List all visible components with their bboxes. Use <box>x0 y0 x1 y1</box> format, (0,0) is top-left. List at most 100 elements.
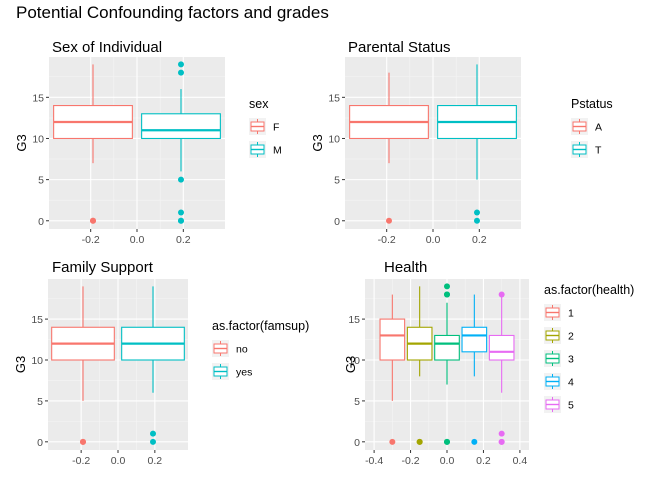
y-axis-label: G3 <box>14 134 29 151</box>
outlier-point <box>178 217 184 224</box>
outlier-point <box>178 61 184 68</box>
legend-entry-label: no <box>236 344 248 356</box>
panel-title: Family Support <box>52 259 154 276</box>
box-1 <box>379 294 406 445</box>
legend: Pstatus AT <box>571 97 613 158</box>
legend-entry-label: 4 <box>568 377 574 389</box>
y-tick-label: 0 <box>354 437 360 449</box>
x-tick-label: -0.2 <box>82 234 100 246</box>
box-iqr <box>379 318 406 361</box>
y-tick-label: 15 <box>328 92 340 104</box>
box-iqr <box>434 334 460 361</box>
y-tick-label: 10 <box>348 355 360 367</box>
outlier-point <box>150 430 156 437</box>
y-tick-label: 5 <box>37 396 43 408</box>
legend: as.factor(health) 1 2 3 4 5 <box>544 283 634 413</box>
y-tick-label: 10 <box>328 133 340 145</box>
x-tick-label: -0.2 <box>72 455 90 467</box>
x-tick-label: -0.2 <box>402 455 420 467</box>
box-iqr <box>141 113 221 140</box>
legend-entry-label: A <box>595 122 602 134</box>
legend: sex FM <box>249 97 282 158</box>
x-tick-label: 0.0 <box>130 234 145 246</box>
y-tick-label: 0 <box>38 216 44 228</box>
x-tick-label: 0.0 <box>440 455 455 467</box>
y-axis-label: G3 <box>343 356 358 373</box>
y-tick-label: 15 <box>32 92 44 104</box>
legend-title: as.factor(famsup) <box>212 319 309 333</box>
outlier-point <box>178 209 184 216</box>
x-tick-label: 0.2 <box>148 455 163 467</box>
legend-entry-label: 1 <box>568 308 574 320</box>
box-4 <box>461 294 488 445</box>
panel-title: Parental Status <box>348 39 451 56</box>
legend-entry-label: 5 <box>568 400 574 412</box>
outlier-point <box>389 438 396 445</box>
legend-entry-label: yes <box>236 367 252 379</box>
x-tick-label: -0.4 <box>365 455 383 467</box>
panel-1: 0 5 10 15 -0.2 0.0 0.2 Sex of Individual G3 sex FM <box>14 39 282 246</box>
box-T <box>437 64 517 224</box>
outlier-point <box>444 283 450 290</box>
outlier-point <box>444 438 450 445</box>
panel-title: Sex of Individual <box>52 39 162 56</box>
y-axis-label: G3 <box>310 134 325 151</box>
legend-title: as.factor(health) <box>544 283 634 297</box>
outlier-point <box>498 291 505 298</box>
x-tick-label: 0.0 <box>426 234 441 246</box>
y-tick-label: 15 <box>348 314 360 326</box>
legend-entry-label: 2 <box>568 331 574 343</box>
x-tick-label: 0.2 <box>476 455 491 467</box>
y-tick-label: 5 <box>38 175 44 187</box>
y-tick-label: 10 <box>32 133 44 145</box>
legend-entry-label: M <box>273 145 282 157</box>
box-3 <box>434 283 460 445</box>
outlier-point <box>80 438 86 445</box>
x-tick-label: 0.2 <box>176 234 191 246</box>
outlier-point <box>178 69 184 76</box>
outlier-point <box>386 217 392 224</box>
y-tick-label: 0 <box>334 216 340 228</box>
box-5 <box>488 291 515 445</box>
outlier-point <box>498 438 505 445</box>
legend-title: sex <box>249 97 269 111</box>
legend-entry-label: 3 <box>568 354 574 366</box>
x-tick-label: 0.4 <box>513 455 528 467</box>
y-tick-label: 5 <box>334 175 340 187</box>
box-yes <box>121 286 185 445</box>
outlier-point <box>474 217 480 224</box>
legend-title: Pstatus <box>571 97 613 111</box>
outlier-point <box>444 291 450 298</box>
box-iqr <box>461 326 488 353</box>
box-no <box>51 286 115 445</box>
y-tick-label: 10 <box>31 355 43 367</box>
y-axis-label: G3 <box>13 356 28 373</box>
box-M <box>141 61 221 224</box>
box-F <box>53 64 133 224</box>
figure-title: Potential Confounding factors and grades <box>16 3 329 22</box>
legend-entry-label: T <box>595 145 602 157</box>
box-2 <box>406 286 433 445</box>
outlier-point <box>498 430 505 437</box>
x-tick-label: -0.2 <box>378 234 396 246</box>
y-tick-label: 5 <box>354 396 360 408</box>
outlier-point <box>178 176 184 183</box>
legend-entry-label: F <box>273 122 279 134</box>
box-iqr <box>488 334 515 361</box>
panel-title: Health <box>384 259 427 276</box>
outlier-point <box>150 438 156 445</box>
outlier-point <box>90 217 96 224</box>
x-tick-label: 0.2 <box>472 234 487 246</box>
y-tick-label: 15 <box>31 314 43 326</box>
x-tick-label: 0.0 <box>111 455 126 467</box>
outlier-point <box>416 438 423 445</box>
y-tick-label: 0 <box>37 437 43 449</box>
legend: as.factor(famsup) no yes <box>212 319 309 380</box>
box-A <box>349 72 429 224</box>
panel-2: 0 5 10 15 -0.2 0.0 0.2 Parental Status G3 Pstatus… <box>310 39 613 246</box>
panel-3: 0 5 10 15 -0.2 0.0 0.2 Family Support G3 as.facto… <box>13 259 309 467</box>
outlier-point <box>474 209 480 216</box>
outlier-point <box>471 438 478 445</box>
